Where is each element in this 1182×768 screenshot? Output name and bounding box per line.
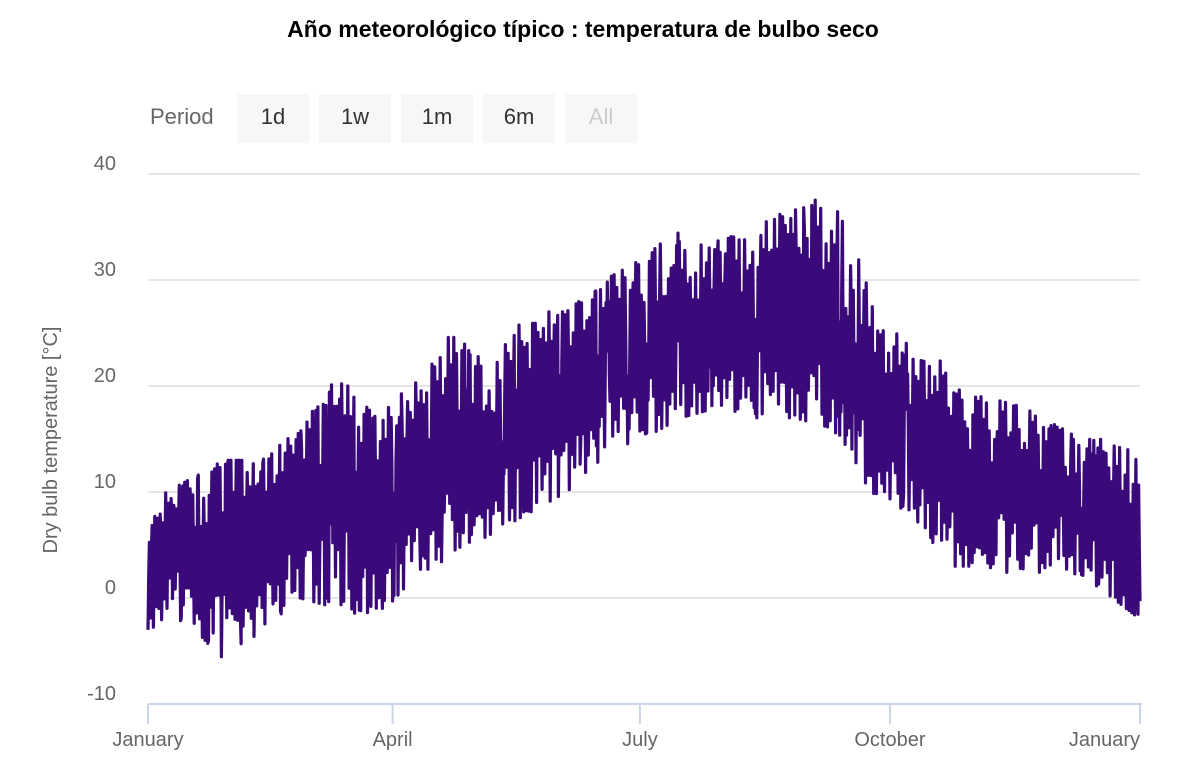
y-tick-label: 10 xyxy=(94,471,116,493)
y-axis-title: Dry bulb temperature [°C] xyxy=(40,327,62,554)
x-tick-label: January xyxy=(112,729,183,751)
range-button-all[interactable]: All xyxy=(565,94,637,143)
y-tick-label: 20 xyxy=(94,365,116,387)
x-tick-label: April xyxy=(373,729,413,751)
range-button-6m[interactable]: 6m xyxy=(483,94,555,143)
y-tick-label: 30 xyxy=(94,259,116,281)
temperature-series-line xyxy=(146,198,1142,659)
range-button-1d[interactable]: 1d xyxy=(237,94,309,143)
range-button-1w[interactable]: 1w xyxy=(319,94,391,143)
chart-title: Año meteorológico típico : temperatura d… xyxy=(287,16,879,42)
y-tick-label: 40 xyxy=(94,153,116,175)
x-tick-label: January xyxy=(1069,729,1140,751)
x-tick-label: July xyxy=(622,729,658,751)
period-label: Period xyxy=(150,104,214,129)
x-tick-label: October xyxy=(854,729,925,751)
range-button-1m[interactable]: 1m xyxy=(401,94,473,143)
y-tick-label: -10 xyxy=(87,683,116,705)
y-tick-label: 0 xyxy=(105,577,116,599)
